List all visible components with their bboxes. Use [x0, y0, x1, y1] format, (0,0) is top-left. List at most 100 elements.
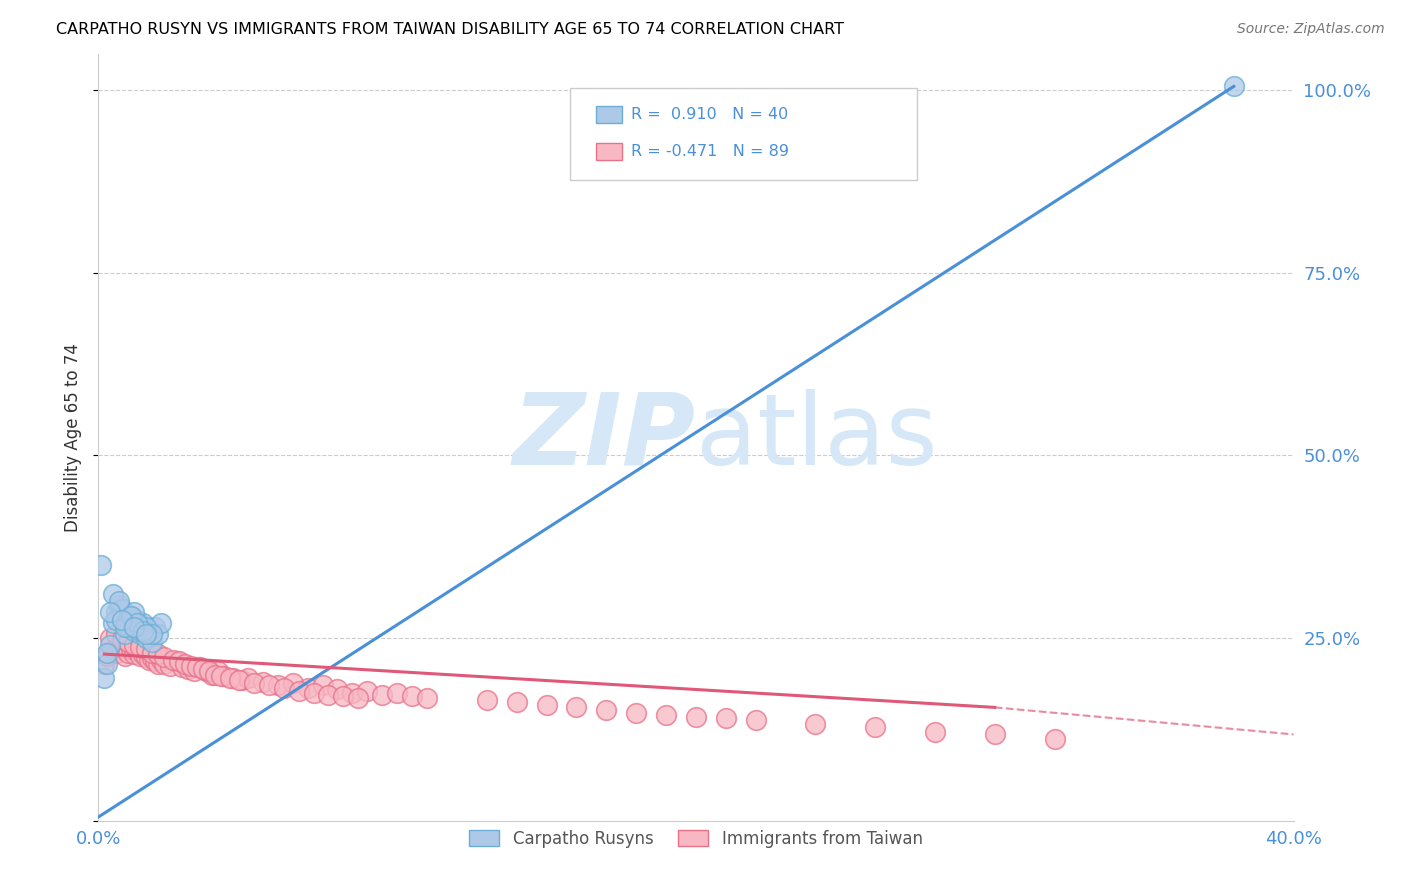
Point: [371, 688, 394, 702]
Point: [120, 609, 142, 624]
Point: [135, 620, 157, 634]
FancyBboxPatch shape: [571, 88, 917, 180]
Point: [212, 669, 235, 683]
Point: [167, 654, 190, 668]
Point: [150, 616, 173, 631]
Point: [141, 646, 163, 660]
Point: [536, 698, 558, 713]
Point: [138, 653, 160, 667]
Point: [132, 624, 155, 638]
Point: [356, 683, 378, 698]
Legend: Carpatho Rusyns, Immigrants from Taiwan: Carpatho Rusyns, Immigrants from Taiwan: [463, 823, 929, 855]
Point: [108, 598, 131, 612]
Text: R =  0.910   N = 40: R = 0.910 N = 40: [631, 107, 789, 122]
Point: [120, 642, 142, 657]
Point: [287, 683, 309, 698]
Point: [127, 613, 149, 627]
Point: [318, 688, 340, 702]
Point: [120, 609, 142, 624]
Point: [103, 642, 125, 657]
Point: [984, 727, 1007, 741]
Point: [117, 613, 139, 627]
Text: ZIP: ZIP: [513, 389, 696, 485]
Point: [108, 594, 131, 608]
Point: [114, 627, 136, 641]
Point: [141, 651, 163, 665]
Point: [108, 638, 131, 652]
Point: [209, 669, 232, 683]
Point: [129, 648, 152, 663]
Point: [302, 686, 325, 700]
Point: [198, 664, 221, 678]
Point: [127, 644, 149, 658]
Point: [273, 681, 295, 695]
Point: [135, 627, 157, 641]
Point: [332, 690, 354, 704]
Y-axis label: Disability Age 65 to 74: Disability Age 65 to 74: [65, 343, 83, 532]
Point: [311, 678, 333, 692]
Point: [105, 627, 128, 641]
Point: [135, 642, 157, 657]
Point: [191, 662, 214, 676]
Text: atlas: atlas: [696, 389, 938, 485]
Point: [281, 676, 304, 690]
Point: [96, 657, 118, 671]
Point: [159, 658, 181, 673]
Point: [129, 624, 152, 638]
Point: [129, 627, 152, 641]
Point: [117, 620, 139, 634]
Point: [111, 613, 134, 627]
Point: [326, 682, 349, 697]
Point: [165, 654, 187, 668]
Point: [135, 650, 157, 665]
Point: [105, 613, 128, 627]
Point: [385, 686, 409, 700]
Point: [207, 664, 229, 678]
FancyBboxPatch shape: [596, 144, 621, 161]
Point: [105, 646, 128, 660]
Point: [201, 667, 224, 681]
Point: [132, 647, 155, 661]
Point: [153, 650, 176, 665]
Point: [565, 700, 588, 714]
Point: [506, 695, 529, 709]
Text: CARPATHO RUSYN VS IMMIGRANTS FROM TAIWAN DISABILITY AGE 65 TO 74 CORRELATION CHA: CARPATHO RUSYN VS IMMIGRANTS FROM TAIWAN…: [56, 22, 844, 37]
Point: [174, 657, 197, 671]
Point: [347, 690, 370, 705]
Point: [117, 646, 139, 660]
Point: [219, 671, 242, 685]
Point: [124, 624, 146, 638]
Point: [141, 634, 163, 648]
Point: [252, 674, 274, 689]
Point: [416, 690, 439, 705]
Point: [297, 681, 319, 695]
Point: [655, 707, 678, 722]
Point: [141, 627, 163, 641]
Point: [98, 631, 122, 645]
Point: [204, 667, 226, 681]
Point: [127, 616, 149, 631]
Point: [626, 706, 648, 720]
Point: [222, 671, 245, 685]
Point: [143, 620, 166, 634]
Point: [114, 620, 136, 634]
Point: [714, 711, 737, 725]
Point: [105, 606, 128, 620]
Point: [1043, 731, 1066, 746]
Point: [96, 646, 118, 660]
Point: [150, 653, 173, 667]
Point: [745, 713, 768, 727]
Text: R = -0.471   N = 89: R = -0.471 N = 89: [631, 145, 789, 159]
Point: [103, 616, 125, 631]
Point: [243, 676, 266, 690]
Point: [148, 647, 170, 661]
Point: [228, 673, 250, 688]
Point: [111, 642, 134, 657]
Point: [124, 638, 146, 652]
Point: [124, 606, 146, 620]
Point: [111, 601, 134, 615]
Point: [148, 657, 170, 671]
Point: [124, 620, 146, 634]
Point: [90, 558, 112, 572]
Point: [236, 671, 259, 685]
